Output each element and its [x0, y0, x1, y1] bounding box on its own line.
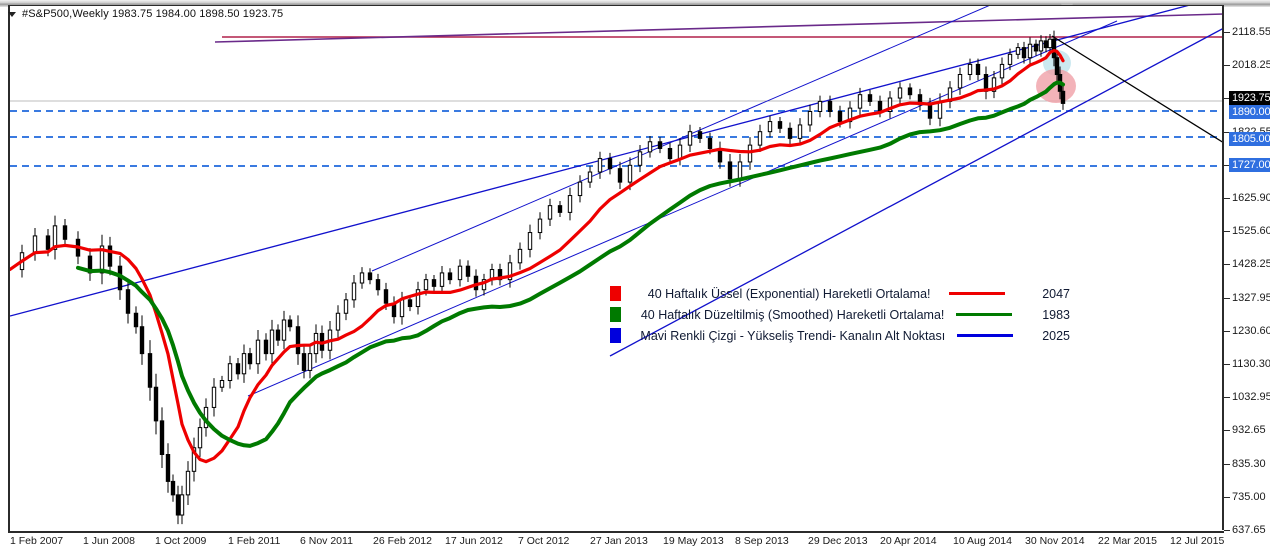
legend-label-sma: 40 Haftalık Düzeltilmiş (Smoothed) Harek… [640, 307, 945, 322]
price-axis-label: 1032.95 [1232, 391, 1270, 404]
date-axis-label: 30 Nov 2014 [1025, 535, 1085, 547]
date-axis-label: 1 Feb 2007 [10, 535, 64, 547]
price-axis-tick [1224, 430, 1230, 432]
price-axis[interactable]: 2118.552018.251923.751822.551727.001625.… [1224, 0, 1270, 553]
legend-row-blue-trend: Mavi Renkli Çizgi - Yükseliş Trendi- Kan… [610, 325, 1070, 346]
legend-line-sample-blue-icon [956, 334, 1013, 337]
legend-swatch-blue-icon [610, 328, 621, 343]
price-axis-label: 835.30 [1232, 457, 1266, 470]
price-axis-label: 1428.25 [1232, 258, 1270, 271]
date-axis-label: 7 Oct 2012 [518, 535, 570, 547]
blue-rising-trend-line-secondary [609, 27, 1224, 357]
legend-value-blue-trend: 2025 [1042, 328, 1071, 343]
chart-graphics [10, 6, 1224, 525]
price-axis-label: 2118.55 [1232, 26, 1270, 38]
legend-swatch-green-icon [610, 307, 621, 322]
date-axis-label: 10 Aug 2014 [953, 535, 1012, 547]
price-tag-1727-00[interactable]: 1727.00 [1229, 158, 1270, 172]
black-descending-trend-line [1051, 35, 1224, 144]
legend-value-ema: 2047 [1042, 286, 1071, 301]
price-axis-label: 1625.90 [1232, 192, 1270, 204]
price-tag-1805-00[interactable]: 1805.00 [1229, 132, 1270, 146]
price-axis-tick [1224, 198, 1230, 199]
highlight-circle-pink [1036, 69, 1076, 103]
date-axis-label: 22 Mar 2015 [1098, 535, 1157, 547]
price-axis-tick [1224, 397, 1230, 399]
legend-swatch-red-icon [610, 286, 621, 301]
price-axis-tick [1224, 131, 1230, 133]
channel-lower-line [247, 20, 1118, 397]
price-axis-label: 1230.60 [1232, 324, 1270, 337]
date-axis-label: 1 Oct 2009 [155, 535, 207, 547]
price-axis-label: 2018.25 [1232, 59, 1270, 72]
price-axis-tick [1224, 530, 1230, 531]
chart-legend: 40 Haftalık Üssel (Exponential) Hareketl… [610, 283, 1070, 346]
chart-header: #S&P500,Weekly 1983.75 1984.00 1898.50 1… [8, 7, 283, 21]
date-axis[interactable]: 1 Feb 2007 1 Jun 2008 1 Oct 2009 1 Feb 2011… [0, 531, 1224, 553]
price-chart-plot-area[interactable]: 40 Haftalık Üssel (Exponential) Hareketl… [8, 5, 1224, 533]
blue-rising-trend-line-main [10, 6, 1189, 317]
price-tag-1923-75[interactable]: 1923.75 [1229, 91, 1270, 105]
triangle-down-icon[interactable] [8, 11, 16, 17]
price-axis-label: 735.00 [1232, 490, 1266, 503]
ema-40-red-line [10, 48, 1065, 464]
date-axis-label: 26 Feb 2012 [373, 535, 432, 547]
price-axis-tick [1224, 231, 1230, 233]
price-axis-label: 637.65 [1232, 524, 1266, 536]
date-axis-label: 1 Feb 2011 [228, 535, 281, 547]
price-axis-tick [1224, 164, 1230, 166]
date-axis-label: 29 Dec 2013 [808, 535, 868, 547]
legend-label-blue-trend: Mavi Renkli Çizgi - Yükseliş Trendi- Kan… [640, 328, 946, 343]
date-axis-label: 27 Jan 2013 [590, 535, 648, 547]
price-tag-1890-00[interactable]: 1890.00 [1229, 105, 1270, 119]
legend-row-sma: 40 Haftalık Düzeltilmiş (Smoothed) Harek… [610, 304, 1070, 325]
legend-value-sma: 1983 [1042, 307, 1071, 322]
price-axis-tick [1224, 98, 1230, 100]
date-axis-label: 20 Apr 2014 [880, 535, 937, 547]
price-axis-rule [1222, 5, 1224, 530]
price-axis-tick [1224, 264, 1230, 266]
date-axis-label: 8 Sep 2013 [735, 535, 789, 547]
price-axis-label: 1130.30 [1232, 358, 1270, 370]
date-axis-label: 1 Jun 2008 [83, 535, 135, 547]
price-axis-label: 1525.60 [1232, 225, 1270, 238]
channel-upper-line [371, 6, 990, 272]
sma-40-green-line [76, 80, 1065, 448]
date-axis-label: 17 Jun 2012 [445, 535, 503, 547]
date-axis-label: 12 Jul 2015 [1170, 535, 1225, 547]
legend-label-ema: 40 Haftalık Üssel (Exponential) Hareketl… [647, 286, 931, 301]
price-axis-tick [1224, 297, 1230, 299]
date-axis-label: 19 May 2013 [663, 535, 724, 547]
price-axis-tick [1224, 364, 1230, 365]
price-axis-label: 1327.95 [1232, 291, 1270, 304]
purple-trend-line [214, 13, 1224, 43]
price-axis-tick [1224, 65, 1230, 67]
symbol-timeframe-ohlc-label: #S&P500,Weekly 1983.75 1984.00 1898.50 1… [22, 8, 284, 20]
price-axis-tick [1224, 32, 1230, 33]
top-divider-bar[interactable] [0, 0, 1270, 7]
price-axis-label: 932.65 [1232, 424, 1266, 437]
legend-line-sample-green-icon [956, 313, 1013, 316]
price-axis-tick [1224, 330, 1230, 332]
legend-row-ema: 40 Haftalık Üssel (Exponential) Hareketl… [610, 283, 1070, 304]
legend-line-sample-red-icon [949, 292, 1006, 295]
price-axis-tick [1224, 463, 1230, 465]
price-axis-tick [1224, 496, 1230, 498]
date-axis-label: 6 Nov 2011 [300, 535, 353, 547]
